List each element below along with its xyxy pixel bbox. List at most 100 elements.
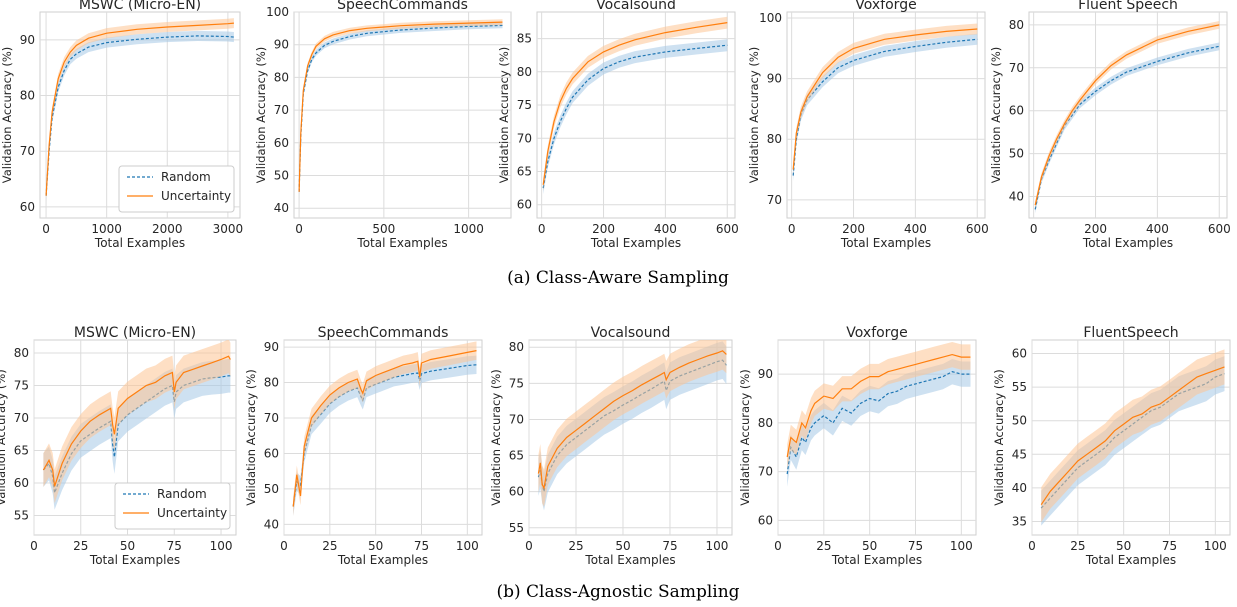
xtick-label: 50 <box>120 539 135 553</box>
xtick-label: 0 <box>280 539 288 553</box>
ytick-label: 55 <box>1012 380 1027 394</box>
series-band <box>293 341 477 516</box>
y-axis-label: Validation Accuracy (%) <box>0 369 8 506</box>
ytick-label: 40 <box>1012 481 1027 495</box>
series-line <box>792 28 978 170</box>
xtick-label: 200 <box>842 222 865 236</box>
ytick-label: 70 <box>20 144 35 158</box>
xtick-label: 3000 <box>213 222 244 236</box>
ytick-label: 50 <box>1012 414 1027 428</box>
y-axis-label: Validation Accuracy (%) <box>992 369 1006 506</box>
y-axis-label: Validation Accuracy (%) <box>489 369 503 506</box>
chart-title: Voxforge <box>846 325 907 341</box>
xtick-label: 25 <box>816 539 831 553</box>
ytick-label: 80 <box>509 340 524 354</box>
plot-area <box>537 340 727 511</box>
xtick-label: 0 <box>788 222 796 236</box>
ytick-label: 75 <box>517 98 532 112</box>
ytick-label: 70 <box>517 131 532 145</box>
xtick-label: 25 <box>73 539 88 553</box>
ytick-label: 60 <box>264 446 279 460</box>
chart-title: MSWC (Micro-EN) <box>79 0 201 13</box>
series-band <box>543 39 728 195</box>
xtick-label: 100 <box>210 539 233 553</box>
plot-area <box>542 16 728 195</box>
ytick-label: 80 <box>758 416 773 430</box>
series-line <box>537 350 727 491</box>
y-axis-label: Validation Accuracy (%) <box>738 369 752 506</box>
series-band <box>43 358 231 510</box>
ytick-label: 40 <box>1009 190 1024 204</box>
chart-title: SpeechCommands <box>318 325 449 341</box>
y-axis-label: Validation Accuracy (%) <box>0 47 14 184</box>
caption-bottom: (b) Class-Agnostic Sampling <box>496 582 739 602</box>
y-axis-label: Validation Accuracy (%) <box>497 47 511 184</box>
chart-title: FluentSpeech <box>1083 325 1178 341</box>
xtick-label: 400 <box>1146 222 1169 236</box>
y-axis-label: Validation Accuracy (%) <box>989 47 1003 184</box>
chart-title: Fluent Speech <box>1078 0 1178 13</box>
xtick-label: 1000 <box>91 222 122 236</box>
series-line <box>786 353 971 458</box>
x-axis-label: Total Examples <box>1082 236 1173 250</box>
ytick-label: 90 <box>264 340 279 354</box>
series-band <box>793 23 978 175</box>
xtick-label: 100 <box>456 539 479 553</box>
chart-panel: 70 80 90 100 0 200 400 600 Voxforge Total Example… <box>747 0 989 250</box>
xtick-label: 500 <box>372 222 395 236</box>
x-axis-label: Total Examples <box>831 553 922 567</box>
series-line <box>298 21 503 192</box>
series-band <box>787 359 971 487</box>
series-band <box>543 16 728 191</box>
xtick-label: 600 <box>716 222 739 236</box>
ytick-label: 70 <box>14 411 29 425</box>
ytick-label: 40 <box>264 517 279 531</box>
chart-panel: 55 60 65 70 75 80 0 25 50 75 100 Vocalsound Total Ex… <box>489 325 733 567</box>
chart-panel: 60 65 70 75 80 85 0 200 400 600 Vocalsound Total Ex… <box>497 0 739 250</box>
y-axis-label: Validation Accuracy (%) <box>254 47 268 184</box>
xtick-label: 0 <box>538 222 546 236</box>
chart-title: MSWC (Micro-EN) <box>74 325 196 341</box>
legend: Random Uncertainty <box>114 482 231 530</box>
xtick-label: 0 <box>525 539 533 553</box>
plot-area <box>1040 349 1225 526</box>
xtick-label: 75 <box>1162 539 1177 553</box>
xtick-label: 100 <box>950 539 973 553</box>
x-axis-label: Total Examples <box>590 236 681 250</box>
chart-title: Vocalsound <box>591 325 671 341</box>
xtick-label: 100 <box>1204 539 1227 553</box>
ytick-label: 65 <box>14 444 29 458</box>
ytick-label: 100 <box>759 11 782 25</box>
chart-panel: 60 70 80 90 0 25 50 75 100 Voxforge Total Examples… <box>738 325 977 567</box>
x-axis-label: Total Examples <box>94 236 185 250</box>
chart-title: Voxforge <box>855 0 916 13</box>
series-line <box>542 22 728 185</box>
xtick-label: 400 <box>654 222 677 236</box>
legend-label: Uncertainty <box>161 189 231 203</box>
ytick-label: 70 <box>274 103 289 117</box>
ytick-label: 80 <box>264 376 279 390</box>
series-line <box>45 22 234 196</box>
series-line <box>786 371 971 475</box>
xtick-label: 50 <box>615 539 630 553</box>
xtick-label: 200 <box>592 222 615 236</box>
ytick-label: 80 <box>20 89 35 103</box>
series-band <box>793 33 978 181</box>
plot-area <box>298 19 503 195</box>
plot-area <box>42 340 231 510</box>
xtick-label: 0 <box>774 539 782 553</box>
plot-area <box>792 23 978 181</box>
xtick-label: 50 <box>368 539 383 553</box>
ytick-label: 60 <box>517 198 532 212</box>
plot-area <box>292 341 477 516</box>
ytick-label: 35 <box>1012 515 1027 529</box>
xtick-label: 75 <box>414 539 429 553</box>
ytick-label: 60 <box>1009 104 1024 118</box>
series-band <box>538 340 727 507</box>
ytick-label: 60 <box>14 476 29 490</box>
ytick-label: 70 <box>767 193 782 207</box>
ytick-label: 70 <box>758 465 773 479</box>
